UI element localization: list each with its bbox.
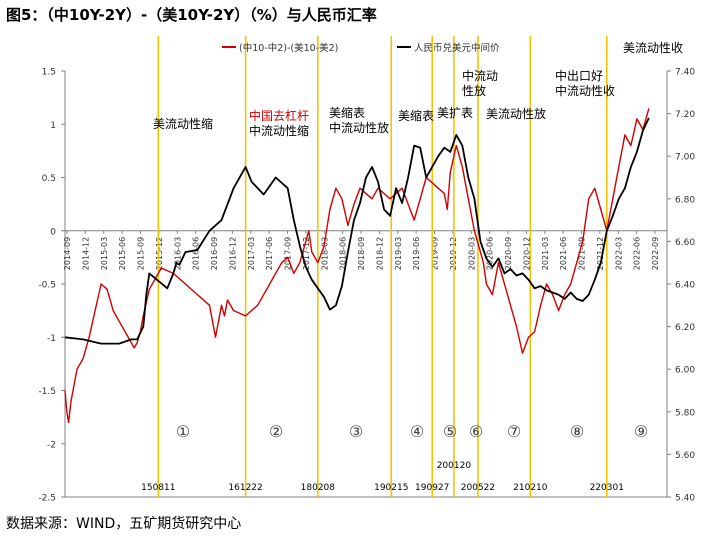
- chart-frame: 1.5 1 0.5 0 -0.5 -1 -1.5 -2 -2.5 7.40 7.20 7.00 6.80…: [38, 68, 695, 504]
- x-tick-label: 2018-09: [357, 237, 366, 270]
- legend-label-fx: 人民币兑美元中间价: [414, 42, 500, 54]
- annotation: 美流动性放: [486, 106, 546, 121]
- period-label: ⑧: [570, 422, 584, 441]
- fx-series-line: [64, 117, 650, 345]
- x-tick-label: 2021-09: [578, 237, 587, 270]
- event-date-label: 190215: [374, 483, 408, 493]
- event-date-label: 190927: [415, 483, 449, 493]
- series-group: [64, 108, 650, 424]
- right-tick-label: 6.00: [675, 366, 695, 376]
- period-label: ④: [410, 422, 424, 441]
- x-tick-label: 2017-12: [302, 237, 311, 270]
- x-tick-label: 2016-12: [228, 237, 237, 270]
- left-tick-label: -1: [47, 334, 56, 344]
- period-label: ③: [349, 422, 363, 441]
- x-tick-label: 2018-12: [375, 237, 384, 270]
- event-lines: [157, 36, 608, 497]
- x-tick-label: 2022-09: [651, 237, 660, 270]
- event-date-label: 210210: [513, 483, 548, 493]
- x-tick-label: 2020-12: [522, 237, 531, 270]
- period-label: ⑥: [469, 422, 483, 441]
- x-tick-label: 2016-03: [173, 237, 182, 270]
- x-tick-label: 2014-09: [63, 237, 72, 270]
- annotation: 中流动性收: [555, 83, 615, 98]
- event-date-label: 150811: [141, 483, 175, 493]
- left-tick-label: -1.5: [38, 387, 56, 397]
- annotation: 美缩表: [398, 108, 434, 123]
- x-tick-label: 2015-06: [118, 237, 127, 270]
- event-date-label: 180208: [301, 483, 336, 493]
- right-tick-label: 6.80: [675, 195, 695, 205]
- x-tick-label: 2016-06: [192, 237, 201, 270]
- x-tick-label: 2020-09: [504, 237, 513, 270]
- event-date-label: 200522: [461, 483, 495, 493]
- chart-labels: 150811 ① 161222 ② 180208 ③ 190215 ④ 190927 ⑤ 20012…: [141, 41, 683, 493]
- x-tick-label: 2019-09: [431, 237, 440, 270]
- x-tick-label: 2022-03: [614, 237, 623, 270]
- left-tick-label: 0: [50, 227, 56, 237]
- left-tick-label: -0.5: [38, 281, 56, 291]
- right-tick-label: 6.40: [675, 281, 695, 291]
- left-tick-label: 1.5: [42, 68, 56, 78]
- x-tick-label: 2021-03: [541, 237, 550, 270]
- right-tick-label: 5.80: [675, 408, 695, 418]
- left-tick-label: 0.5: [42, 174, 56, 184]
- x-tick-label: 2021-12: [596, 237, 605, 270]
- right-tick-label: 6.60: [675, 238, 695, 248]
- right-tick-label: 5.40: [675, 494, 695, 504]
- period-label: ①: [176, 422, 190, 441]
- x-tick-label: 2015-09: [137, 237, 146, 270]
- right-tick-label: 7.40: [675, 68, 695, 78]
- right-tick-label: 7.20: [675, 110, 695, 120]
- x-tick-label: 2019-06: [412, 237, 421, 270]
- x-tick-label: 2017-09: [284, 237, 293, 270]
- x-tick-label: 2018-06: [339, 237, 348, 270]
- x-tick-label: 2015-03: [100, 237, 109, 270]
- x-tick-label: 2020-06: [486, 237, 495, 270]
- legend-label-spread: (中10-中2)-(美10-美2): [239, 42, 338, 54]
- left-tick-label: -2: [47, 440, 56, 450]
- annotation: 美扩表: [437, 106, 473, 120]
- event-date-label: 161222: [228, 483, 262, 493]
- x-tick-label: 2021-06: [559, 237, 568, 270]
- annotation: 美流动性收: [623, 41, 683, 55]
- period-label: ⑦: [507, 422, 521, 441]
- x-tick-label: 2019-03: [394, 237, 403, 270]
- left-tick-label: 1: [50, 121, 56, 131]
- x-tick-label: 2017-06: [265, 237, 274, 270]
- x-tick-label: 2014-12: [81, 237, 90, 270]
- right-tick-label: 7.00: [675, 153, 695, 163]
- period-label: ⑨: [634, 422, 648, 441]
- figure-title: 图5：（中10Y-2Y）-（美10Y-2Y）（%）与人民币汇率: [6, 6, 377, 24]
- annotation: 美缩表: [329, 105, 365, 120]
- annotation: 中国去杠杆: [249, 108, 309, 123]
- x-tick-label: 2018-03: [320, 237, 329, 270]
- x-tick-label: 2016-09: [210, 237, 219, 270]
- source-note: 数据来源：WIND，五矿期货研究中心: [6, 516, 242, 532]
- annotation: 中流动性放: [329, 120, 389, 135]
- annotation: 美流动性缩: [153, 116, 213, 131]
- x-tick-label: 2022-06: [633, 237, 642, 270]
- left-tick-label: -2.5: [38, 494, 56, 504]
- x-tick-label: 2015-12: [155, 237, 164, 270]
- right-tick-label: 6.20: [675, 323, 695, 333]
- annotation: 中流动: [462, 68, 498, 83]
- period-label: ②: [269, 422, 283, 441]
- event-date-label: 200120: [437, 461, 472, 471]
- x-tick-label: 2020-03: [467, 237, 476, 270]
- annotation: 中流动性缩: [249, 123, 309, 138]
- right-tick-label: 5.60: [675, 451, 695, 461]
- event-date-label: 220301: [590, 483, 624, 493]
- period-label: ⑤: [443, 422, 457, 441]
- x-tick-label: 2017-03: [247, 237, 256, 270]
- legend: (中10-中2)-(美10-美2) 人民币兑美元中间价: [222, 42, 500, 54]
- annotation: 性放: [462, 83, 486, 98]
- annotation: 中出口好: [555, 68, 603, 83]
